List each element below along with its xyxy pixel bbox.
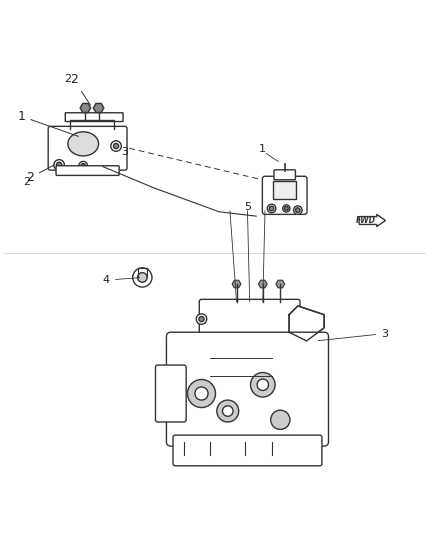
Text: 2: 2 <box>64 74 71 84</box>
Polygon shape <box>80 103 91 112</box>
Circle shape <box>269 206 274 211</box>
Ellipse shape <box>68 132 99 156</box>
Circle shape <box>57 162 62 167</box>
Circle shape <box>284 206 288 211</box>
Circle shape <box>54 159 64 170</box>
FancyBboxPatch shape <box>173 435 322 466</box>
Circle shape <box>217 400 239 422</box>
FancyBboxPatch shape <box>199 300 300 343</box>
Circle shape <box>267 204 276 213</box>
Circle shape <box>293 206 302 214</box>
Text: FWD: FWD <box>356 215 376 224</box>
Circle shape <box>111 141 121 151</box>
FancyBboxPatch shape <box>262 176 307 214</box>
Text: 2: 2 <box>70 74 91 105</box>
Text: 2: 2 <box>26 165 54 184</box>
FancyBboxPatch shape <box>166 332 328 446</box>
FancyBboxPatch shape <box>56 166 119 175</box>
Circle shape <box>223 406 233 416</box>
Polygon shape <box>93 103 104 112</box>
Polygon shape <box>276 280 285 288</box>
Text: 1: 1 <box>18 110 78 136</box>
Polygon shape <box>232 280 241 288</box>
Text: 3: 3 <box>121 147 128 157</box>
Circle shape <box>199 317 204 322</box>
Circle shape <box>195 387 208 400</box>
Text: 1: 1 <box>259 144 266 154</box>
FancyArrow shape <box>359 214 385 227</box>
Circle shape <box>187 379 215 408</box>
Bar <box>273 181 296 199</box>
Polygon shape <box>289 306 324 341</box>
Circle shape <box>271 410 290 430</box>
FancyBboxPatch shape <box>65 113 123 122</box>
Circle shape <box>79 161 88 170</box>
Polygon shape <box>258 280 267 288</box>
Text: 5: 5 <box>244 201 251 212</box>
Circle shape <box>113 143 119 149</box>
Circle shape <box>296 208 300 213</box>
FancyBboxPatch shape <box>155 365 186 422</box>
Text: 2: 2 <box>23 177 30 188</box>
Text: 4: 4 <box>103 275 140 285</box>
Circle shape <box>133 268 152 287</box>
FancyBboxPatch shape <box>48 126 127 170</box>
Circle shape <box>138 273 147 282</box>
Circle shape <box>283 205 290 212</box>
FancyBboxPatch shape <box>274 170 296 180</box>
Circle shape <box>81 164 85 168</box>
Text: 3: 3 <box>318 328 388 341</box>
Circle shape <box>251 373 275 397</box>
Circle shape <box>196 314 207 324</box>
Circle shape <box>257 379 268 391</box>
